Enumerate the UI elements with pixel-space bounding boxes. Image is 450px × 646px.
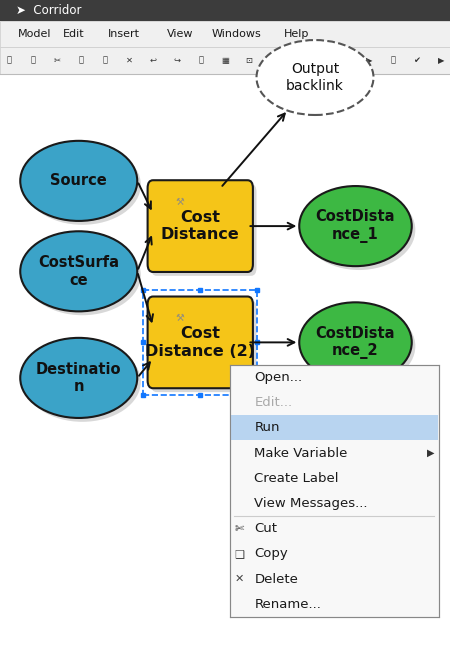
Ellipse shape — [303, 190, 415, 270]
Ellipse shape — [24, 342, 141, 422]
Text: ↪: ↪ — [174, 56, 180, 65]
Text: 🖨: 🖨 — [31, 56, 36, 65]
Text: Delete: Delete — [254, 572, 298, 586]
Text: ▶: ▶ — [366, 56, 372, 65]
Text: Create Label: Create Label — [254, 472, 339, 485]
Ellipse shape — [20, 338, 137, 418]
Text: Copy: Copy — [254, 547, 288, 561]
Text: Run: Run — [254, 421, 280, 435]
Ellipse shape — [20, 141, 137, 221]
FancyBboxPatch shape — [0, 74, 450, 646]
Text: ➤  Corridor: ➤ Corridor — [16, 4, 81, 17]
FancyBboxPatch shape — [0, 47, 450, 74]
Text: CostDista
nce_2: CostDista nce_2 — [316, 326, 395, 359]
Ellipse shape — [24, 235, 141, 315]
Text: CostDista
nce_1: CostDista nce_1 — [316, 209, 395, 243]
Text: 📋: 📋 — [78, 56, 84, 65]
Text: Rename...: Rename... — [254, 598, 321, 611]
FancyBboxPatch shape — [151, 300, 256, 392]
FancyBboxPatch shape — [0, 0, 450, 74]
Ellipse shape — [303, 306, 415, 386]
Ellipse shape — [299, 302, 412, 382]
Text: ▶: ▶ — [427, 448, 434, 458]
FancyBboxPatch shape — [230, 365, 439, 617]
Text: Edit: Edit — [63, 28, 85, 39]
Ellipse shape — [20, 231, 137, 311]
Text: Cost
Distance (2): Cost Distance (2) — [145, 326, 255, 359]
FancyBboxPatch shape — [0, 21, 450, 47]
Text: Output
backlink: Output backlink — [286, 63, 344, 92]
FancyBboxPatch shape — [148, 297, 253, 388]
Text: ✄: ✄ — [235, 524, 244, 534]
Text: Open...: Open... — [254, 371, 302, 384]
Text: ⊡: ⊡ — [246, 56, 252, 65]
Text: ✔: ✔ — [414, 56, 420, 65]
Text: ▶: ▶ — [438, 56, 444, 65]
Text: Windows: Windows — [212, 28, 261, 39]
Ellipse shape — [24, 145, 141, 225]
Text: Model: Model — [18, 28, 51, 39]
Text: ↩: ↩ — [149, 56, 157, 65]
FancyBboxPatch shape — [0, 0, 450, 21]
Text: ▦: ▦ — [221, 56, 229, 65]
Text: Cut: Cut — [254, 522, 277, 536]
Text: Edit...: Edit... — [254, 396, 292, 410]
Text: Cost
Distance: Cost Distance — [161, 210, 239, 242]
Text: Source: Source — [50, 173, 107, 189]
Text: CostSurfa
ce: CostSurfa ce — [38, 255, 119, 287]
Text: ⊞: ⊞ — [270, 56, 276, 65]
Text: View Messages...: View Messages... — [254, 497, 368, 510]
Text: Destinatio
n: Destinatio n — [36, 362, 122, 394]
FancyBboxPatch shape — [230, 415, 438, 440]
Text: ⚒: ⚒ — [176, 313, 184, 323]
Text: ⚒: ⚒ — [176, 196, 184, 207]
Text: ✋: ✋ — [342, 56, 347, 65]
Ellipse shape — [256, 40, 374, 115]
Text: ✂: ✂ — [54, 56, 60, 65]
Text: Help: Help — [284, 28, 309, 39]
Text: Make Variable: Make Variable — [254, 446, 347, 460]
FancyBboxPatch shape — [151, 184, 256, 276]
FancyBboxPatch shape — [148, 180, 253, 272]
Text: View: View — [166, 28, 193, 39]
Text: ✕: ✕ — [126, 56, 132, 65]
Ellipse shape — [299, 186, 412, 266]
Text: 💾: 💾 — [6, 56, 12, 65]
Text: ➕: ➕ — [198, 56, 203, 65]
Text: ❑: ❑ — [234, 549, 244, 559]
Text: ⊟: ⊟ — [293, 56, 301, 65]
Text: Insert: Insert — [108, 28, 140, 39]
Text: 🔍: 🔍 — [319, 56, 324, 65]
Text: 📁: 📁 — [103, 56, 108, 65]
Text: 🔗: 🔗 — [391, 56, 396, 65]
Text: ✕: ✕ — [235, 574, 244, 584]
